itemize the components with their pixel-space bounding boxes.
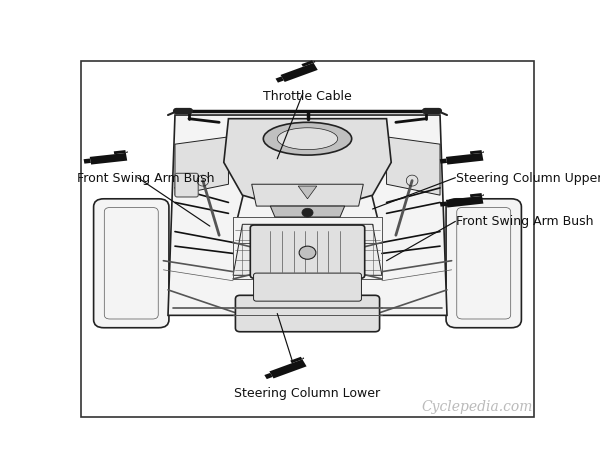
Bar: [290, 357, 302, 363]
FancyBboxPatch shape: [235, 295, 380, 332]
Text: Cyclepedia.com: Cyclepedia.com: [422, 401, 533, 414]
Text: Steering Column Upper: Steering Column Upper: [456, 172, 600, 185]
Polygon shape: [386, 137, 440, 195]
FancyBboxPatch shape: [175, 173, 198, 197]
Circle shape: [302, 208, 313, 217]
Polygon shape: [168, 115, 447, 315]
Polygon shape: [224, 119, 391, 206]
Polygon shape: [298, 186, 317, 199]
Text: Steering Column Lower: Steering Column Lower: [235, 387, 380, 401]
Polygon shape: [175, 137, 229, 195]
Ellipse shape: [263, 123, 352, 155]
FancyBboxPatch shape: [250, 225, 365, 278]
FancyBboxPatch shape: [254, 273, 361, 301]
Bar: [265, 373, 272, 379]
Polygon shape: [302, 357, 304, 359]
Bar: [440, 158, 447, 164]
Ellipse shape: [277, 128, 338, 149]
Bar: [114, 150, 126, 154]
Text: Front Swing Arm Bush: Front Swing Arm Bush: [77, 172, 215, 185]
Polygon shape: [481, 194, 484, 196]
FancyBboxPatch shape: [446, 153, 484, 165]
FancyBboxPatch shape: [94, 199, 169, 328]
FancyBboxPatch shape: [281, 63, 318, 82]
Polygon shape: [481, 151, 484, 153]
Polygon shape: [270, 206, 344, 217]
Text: Throttle Cable: Throttle Cable: [263, 90, 352, 103]
Bar: [470, 193, 482, 197]
Polygon shape: [252, 184, 364, 206]
Polygon shape: [125, 151, 128, 153]
FancyBboxPatch shape: [446, 196, 484, 208]
Bar: [275, 77, 284, 83]
FancyBboxPatch shape: [446, 199, 521, 328]
Bar: [440, 201, 447, 207]
Text: Front Swing Arm Bush: Front Swing Arm Bush: [456, 215, 594, 228]
FancyBboxPatch shape: [90, 153, 127, 165]
Polygon shape: [233, 224, 382, 275]
Bar: [470, 150, 482, 154]
Bar: [301, 60, 314, 67]
FancyBboxPatch shape: [269, 359, 307, 378]
Polygon shape: [313, 61, 316, 63]
Circle shape: [299, 246, 316, 259]
Bar: [83, 158, 91, 164]
